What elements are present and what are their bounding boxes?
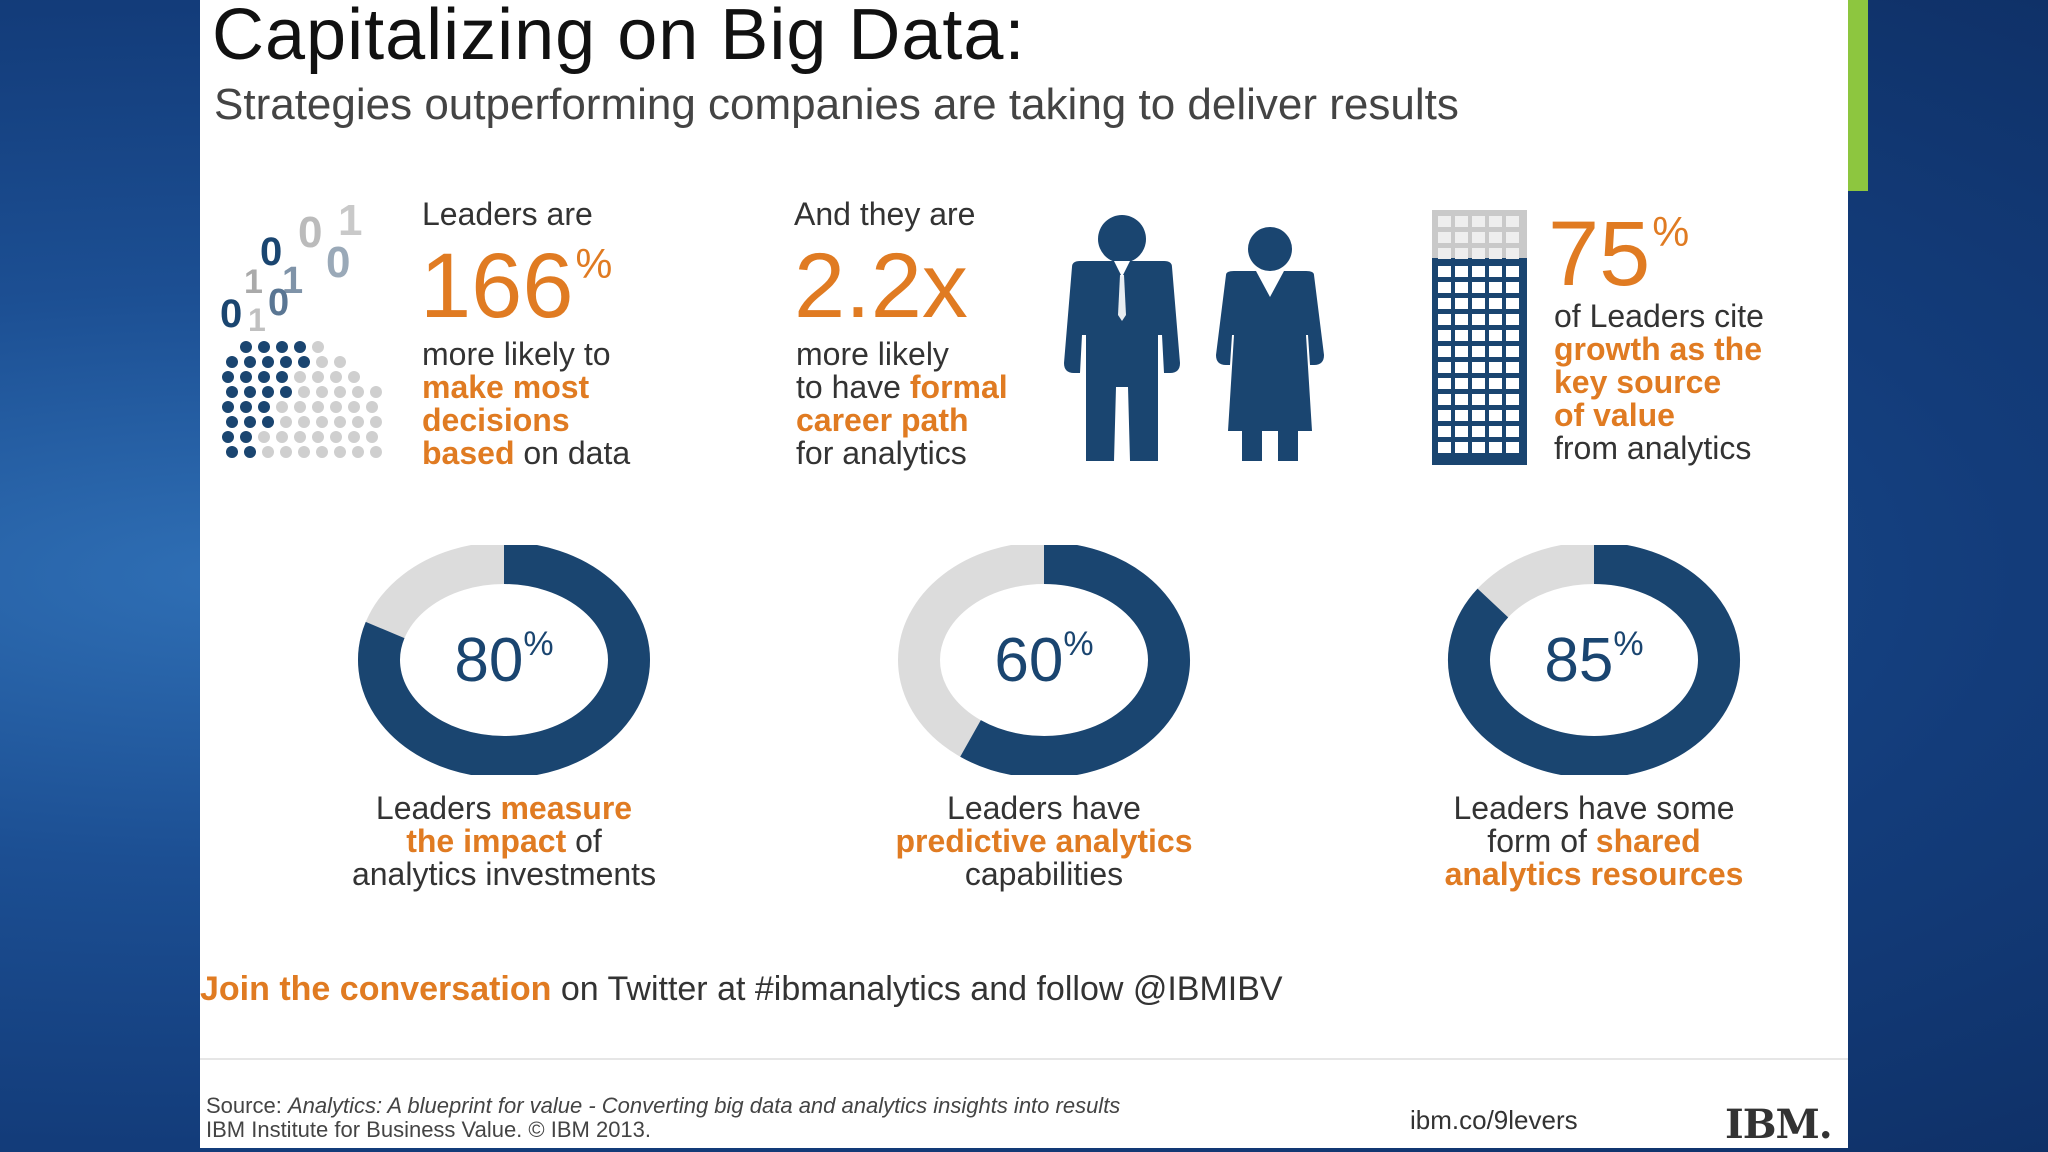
ring-85-caption: Leaders have some form of shared analyti…: [1344, 792, 1844, 891]
svg-text:0: 0: [326, 238, 350, 287]
stat3-value: 75%: [1548, 208, 1689, 300]
ring-60: 60%: [894, 542, 1194, 780]
stat1-unit: %: [575, 241, 613, 287]
stat2-value: 2.2x: [794, 235, 968, 337]
stat1-hl2: decisions: [422, 402, 570, 438]
donut-60-chart: 60%: [898, 542, 1190, 778]
ring-85-pre: Leaders have some: [1453, 790, 1735, 826]
office-building-icon: [1432, 210, 1527, 465]
footer-url-link[interactable]: ibm.co/9levers: [1410, 1105, 1578, 1135]
ring-60-label: 60%: [994, 625, 1093, 695]
social-text: on Twitter at #ibmanalytics and follow @…: [560, 970, 1283, 1008]
stat3-line1: of Leaders cite: [1554, 298, 1764, 334]
ring-60-pre: Leaders have: [947, 790, 1141, 826]
ring-80-hl2: the impact: [406, 823, 567, 859]
ring-80-hl1: measure: [500, 790, 633, 826]
ring-60-value: 60: [994, 626, 1063, 695]
stat3-unit: %: [1652, 209, 1690, 255]
svg-text:1: 1: [244, 263, 263, 301]
stat2-lead: And they are: [794, 196, 976, 232]
footer-divider: [200, 1058, 1848, 1060]
stat2-tail: for analytics: [796, 435, 967, 471]
ring-80: 80%: [354, 542, 654, 780]
svg-text:0: 0: [268, 282, 289, 324]
ring-85-hl2: analytics resources: [1444, 856, 1744, 892]
ring-80-post: analytics investments: [351, 856, 657, 892]
donut-85-chart: 85%: [1448, 542, 1740, 778]
stat1-tail: on data: [523, 435, 631, 471]
accent-bar: [1848, 0, 1868, 191]
stat2-line2: to have: [796, 369, 901, 405]
ring-85-value: 85: [1544, 626, 1613, 695]
ring-value-arc: [960, 542, 1190, 778]
source-citation: Source: Analytics: A blueprint for value…: [206, 1094, 1120, 1142]
stat1-hl3: based: [422, 435, 515, 471]
svg-text:0: 0: [260, 230, 282, 274]
ring-60-post: capabilities: [964, 856, 1124, 892]
svg-text:0: 0: [220, 292, 242, 336]
stat3-tail: from analytics: [1554, 430, 1752, 466]
stat1-text: more likely to make most decisions based…: [422, 338, 630, 470]
binary-data-icon: 1 0 0 0 1 1 0 0 1: [220, 196, 382, 458]
svg-text:0: 0: [298, 208, 322, 257]
page-title: Capitalizing on Big Data:: [212, 0, 1026, 75]
stat2-hl1: formal: [909, 369, 1008, 405]
stat1-hl1: make most: [422, 369, 590, 405]
ring-60-hl1: predictive analytics: [895, 823, 1193, 859]
stat2-hl2: career path: [796, 402, 969, 438]
stat2-line1: more likely: [796, 336, 949, 372]
social-highlight-link[interactable]: Join the conversation: [200, 970, 552, 1008]
social-line: Join the conversation on Twitter at #ibm…: [200, 970, 1283, 1009]
business-people-icon: [1064, 215, 1324, 461]
ring-80-mid: of: [575, 823, 602, 859]
ring-80-unit: %: [523, 625, 553, 663]
svg-text:1: 1: [282, 260, 303, 302]
stat1-value: 166%: [420, 240, 612, 332]
ring-85-label: 85%: [1544, 625, 1643, 695]
page-subtitle: Strategies outperforming companies are t…: [214, 80, 1459, 129]
stat3-hl3: of value: [1554, 397, 1675, 433]
ring-60-unit: %: [1063, 625, 1093, 663]
ring-80-label: 80%: [454, 625, 553, 695]
ring-80-value: 80: [454, 626, 523, 695]
stat1-lead: Leaders are: [422, 196, 593, 232]
stat1-line1: more likely to: [422, 336, 611, 372]
svg-text:1: 1: [248, 302, 266, 338]
ring-80-caption: Leaders measure the impact of analytics …: [284, 792, 724, 891]
ring-85-mid: form of: [1487, 823, 1587, 859]
ring-value-arc: [1448, 542, 1740, 778]
stat3-text: of Leaders cite growth as the key source…: [1554, 300, 1764, 465]
ring-60-caption: Leaders have predictive analytics capabi…: [804, 792, 1284, 891]
ring-value-arc: [358, 542, 650, 778]
slide: Capitalizing on Big Data: Strategies out…: [200, 0, 1848, 1148]
ring-85-unit: %: [1613, 625, 1643, 663]
stat3-number: 75: [1548, 203, 1651, 305]
ring-85-hl1: shared: [1595, 823, 1701, 859]
svg-text:1: 1: [338, 196, 362, 245]
stat1-number: 166: [420, 235, 574, 337]
source-title: Analytics: A blueprint for value - Conve…: [287, 1093, 1121, 1118]
stat3-hl2: key source: [1554, 364, 1722, 400]
ring-80-pre: Leaders: [375, 790, 492, 826]
source-org: IBM Institute for Business Value. © IBM …: [206, 1117, 652, 1142]
ibm-logo: IBM.: [1725, 1101, 1833, 1148]
dot-grid: [222, 341, 382, 458]
source-label: Source:: [206, 1093, 282, 1118]
ring-85: 85%: [1444, 542, 1744, 780]
stat2-text: more likely to have formal career path f…: [796, 338, 1008, 470]
donut-80-chart: 80%: [358, 542, 650, 778]
stat3-hl1: growth as the: [1554, 331, 1763, 367]
